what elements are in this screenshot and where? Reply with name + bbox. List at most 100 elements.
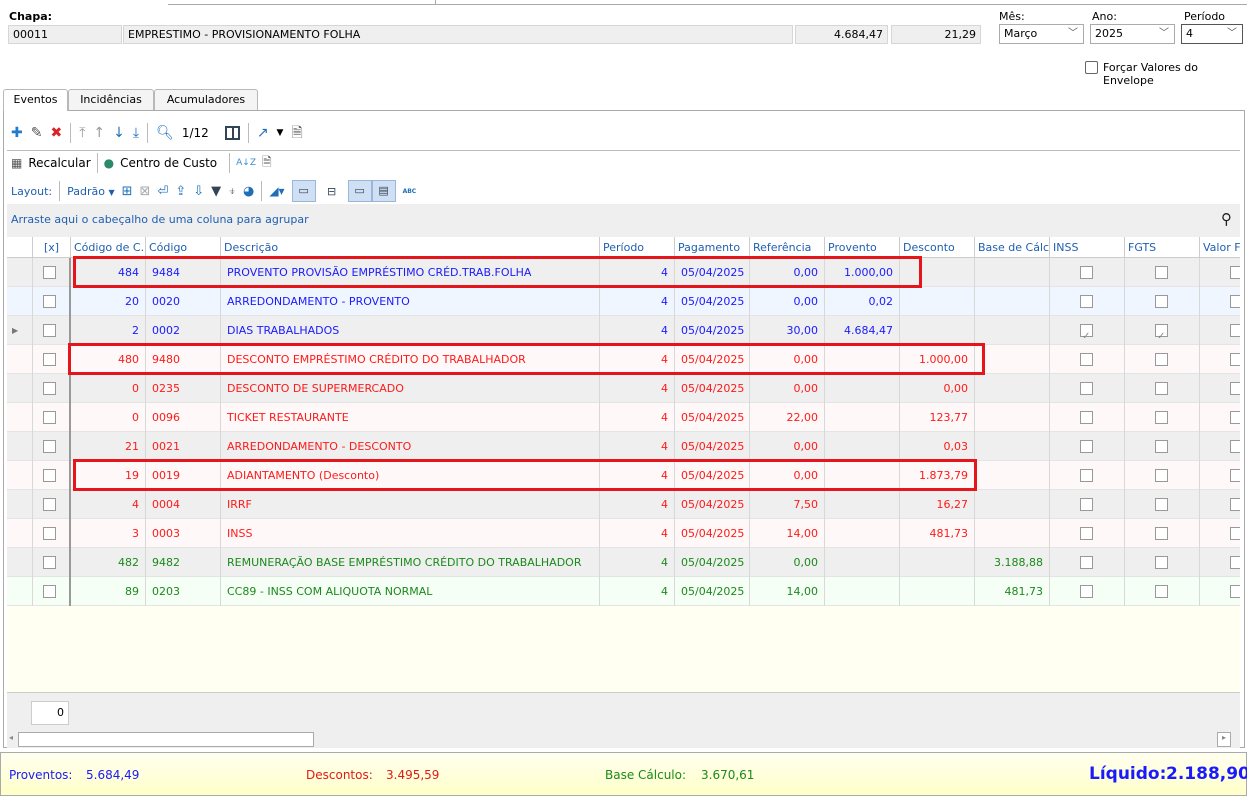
- spellcheck-icon[interactable]: ABC: [402, 187, 417, 195]
- group-by-area[interactable]: Arraste aqui o cabeçalho de uma coluna p…: [7, 204, 1240, 237]
- valor-fo-checkbox[interactable]: [1230, 498, 1240, 511]
- table-row[interactable]: 484 9484 PROVENTO PROVISÃO EMPRÉSTIMO CRÉD…: [7, 258, 1240, 287]
- add-icon[interactable]: ✚: [11, 124, 23, 141]
- column-header-provento[interactable]: Provento: [825, 237, 900, 258]
- column-header-codigo-c[interactable]: Código de C...: [71, 237, 146, 258]
- search-icon[interactable]: 🔍︎: [156, 124, 174, 141]
- valor-fo-checkbox[interactable]: [1230, 469, 1240, 482]
- row-checkbox[interactable]: [43, 527, 56, 540]
- column-header-base[interactable]: Base de Cálc...: [975, 237, 1050, 258]
- scroll-right-icon[interactable]: ▸: [1217, 732, 1231, 747]
- ano-select[interactable]: 2025 ﹀: [1090, 24, 1175, 44]
- tab-acumuladores[interactable]: Acumuladores: [154, 89, 258, 110]
- table-row[interactable]: 21 0021 ARREDONDAMENTO - DESCONTO 4 05/04/20…: [7, 432, 1240, 461]
- fgts-checkbox[interactable]: [1155, 411, 1168, 424]
- previous-record-icon[interactable]: ↑: [93, 124, 106, 141]
- inss-checkbox[interactable]: [1080, 353, 1093, 366]
- row-checkbox[interactable]: [43, 498, 56, 511]
- inss-checkbox[interactable]: [1080, 556, 1093, 569]
- inss-checkbox[interactable]: [1080, 527, 1093, 540]
- valor-fo-checkbox[interactable]: [1230, 585, 1240, 598]
- valor-fo-checkbox[interactable]: [1230, 411, 1240, 424]
- header-toggle-icon[interactable]: ▭: [347, 180, 372, 202]
- export-dropdown-icon[interactable]: ▼: [276, 127, 284, 138]
- column-header-fgts[interactable]: FGTS: [1125, 237, 1200, 258]
- fgts-checkbox[interactable]: [1155, 527, 1168, 540]
- tab-incidencias[interactable]: Incidências: [68, 89, 154, 110]
- delete-icon[interactable]: ✖: [50, 124, 63, 141]
- column-header-referencia[interactable]: Referência: [750, 237, 825, 258]
- export-icon[interactable]: ↗: [256, 124, 269, 141]
- fgts-checkbox[interactable]: [1155, 585, 1168, 598]
- shapes-icon[interactable]: ◕: [242, 183, 255, 199]
- row-checkbox[interactable]: [43, 469, 56, 482]
- chapa-field[interactable]: 00011: [8, 25, 122, 44]
- table-row[interactable]: 0 0235 DESCONTO DE SUPERMERCADO 4 05/04/2025…: [7, 374, 1240, 403]
- forcar-checkbox[interactable]: [1085, 61, 1098, 74]
- remove-layout-icon[interactable]: ⊠: [139, 183, 151, 199]
- table-row[interactable]: 480 9480 DESCONTO EMPRÉSTIMO CRÉDITO DO TR…: [7, 345, 1240, 374]
- last-record-icon[interactable]: ⤓: [132, 124, 140, 141]
- table-row[interactable]: 3 0003 INSS 4 05/04/2025 14,00 481,73: [7, 519, 1240, 548]
- add-layout-icon[interactable]: ⊞: [121, 183, 133, 199]
- row-checkbox[interactable]: [43, 295, 56, 308]
- paint-icon[interactable]: ▼: [211, 183, 222, 199]
- tab-eventos[interactable]: Eventos: [3, 89, 68, 111]
- table-row[interactable]: 4 0004 IRRF 4 05/04/2025 7,50 16,27: [7, 490, 1240, 519]
- fgts-checkbox[interactable]: [1155, 295, 1168, 308]
- column-header-inss[interactable]: INSS: [1050, 237, 1125, 258]
- horizontal-scrollbar[interactable]: ◂ ▸: [7, 732, 1233, 747]
- document-icon[interactable]: 🗎: [291, 124, 303, 141]
- valor-fo-checkbox[interactable]: [1230, 527, 1240, 540]
- inss-checkbox[interactable]: [1080, 295, 1093, 308]
- inss-checkbox[interactable]: [1080, 469, 1093, 482]
- inss-checkbox[interactable]: [1080, 266, 1093, 279]
- rename-layout-icon[interactable]: ⏎: [157, 183, 169, 199]
- scroll-left-icon[interactable]: ◂: [9, 733, 14, 742]
- inss-checkbox[interactable]: [1080, 382, 1093, 395]
- centro-custo-button[interactable]: Centro de Custo: [120, 156, 218, 170]
- row-checkbox[interactable]: [43, 353, 56, 366]
- fgts-checkbox[interactable]: [1155, 266, 1168, 279]
- column-header-valor-fo[interactable]: Valor Fo: [1203, 241, 1240, 254]
- column-header-select[interactable]: [x]: [33, 237, 71, 258]
- fgts-checkbox[interactable]: [1155, 382, 1168, 395]
- valor-fo-checkbox[interactable]: [1230, 440, 1240, 453]
- fgts-checkbox[interactable]: [1155, 556, 1168, 569]
- inss-checkbox[interactable]: [1080, 498, 1093, 511]
- column-header-periodo[interactable]: Período: [600, 237, 675, 258]
- row-checkbox[interactable]: [43, 324, 56, 337]
- fgts-checkbox[interactable]: [1155, 440, 1168, 453]
- valor-fo-checkbox[interactable]: [1230, 324, 1240, 337]
- document-check-icon[interactable]: 🗎: [262, 154, 272, 169]
- edit-icon[interactable]: ✎: [30, 124, 43, 141]
- inss-checkbox[interactable]: [1080, 411, 1093, 424]
- search-icon[interactable]: ⚲: [1221, 210, 1232, 228]
- row-checkbox[interactable]: [43, 556, 56, 569]
- upload-layout-icon[interactable]: ⇪: [175, 183, 187, 199]
- inss-checkbox[interactable]: [1080, 585, 1093, 598]
- nome-field[interactable]: EMPRESTIMO - PROVISIONAMENTO FOLHA: [123, 25, 793, 44]
- fgts-checkbox[interactable]: [1155, 322, 1168, 345]
- column-header-descricao[interactable]: Descrição: [221, 237, 600, 258]
- filter-row-icon[interactable]: ▤: [371, 180, 396, 202]
- table-row[interactable]: 89 0203 CC89 - INSS COM ALIQUOTA NORMAL 4 05…: [7, 577, 1240, 606]
- pin-icon[interactable]: ⍖: [228, 183, 236, 199]
- row-checkbox[interactable]: [43, 266, 56, 279]
- row-checkbox[interactable]: [43, 411, 56, 424]
- fgts-checkbox[interactable]: [1155, 469, 1168, 482]
- group-panel-icon[interactable]: ⊟: [326, 184, 337, 198]
- valor-fo-checkbox[interactable]: [1230, 266, 1240, 279]
- scrollbar-thumb[interactable]: [18, 732, 314, 747]
- next-record-icon[interactable]: ↓: [113, 124, 125, 141]
- column-header-codigo[interactable]: Código: [146, 237, 221, 258]
- layout-select[interactable]: Padrão ▼: [67, 185, 115, 198]
- table-row[interactable]: 482 9482 REMUNERAÇÃO BASE EMPRÉSTIMO CRÉDI…: [7, 548, 1240, 577]
- column-header-pagamento[interactable]: Pagamento: [675, 237, 750, 258]
- chart-icon[interactable]: ◢▾: [269, 184, 285, 198]
- recalcular-button[interactable]: Recalcular: [28, 156, 91, 170]
- sort-az-icon[interactable]: A↓Z: [236, 158, 256, 168]
- mes-select[interactable]: Março ﹀: [999, 24, 1084, 44]
- inss-checkbox[interactable]: [1080, 322, 1093, 345]
- periodo-select[interactable]: 4 ﹀: [1181, 24, 1243, 44]
